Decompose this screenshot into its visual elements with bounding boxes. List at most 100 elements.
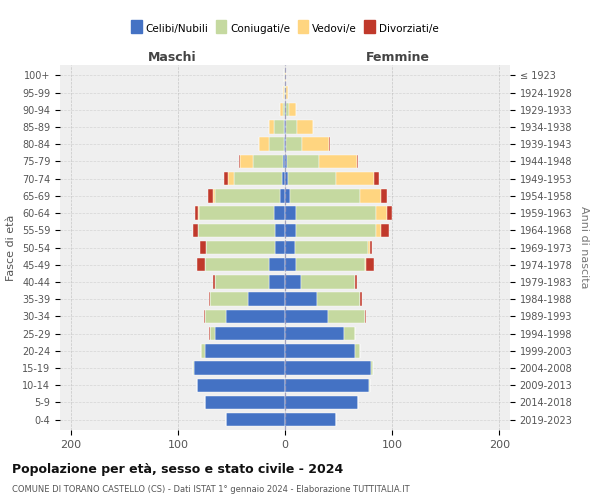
Bar: [205, 396, 285, 409]
Bar: [284, 68, 285, 82]
Bar: [213, 189, 215, 202]
Bar: [198, 206, 199, 220]
Bar: [286, 86, 288, 100]
Bar: [215, 275, 269, 288]
Bar: [337, 172, 374, 186]
Text: Femmine: Femmine: [365, 51, 430, 64]
Bar: [289, 103, 296, 117]
Bar: [284, 86, 285, 100]
Bar: [360, 292, 362, 306]
Bar: [282, 172, 285, 186]
Bar: [355, 275, 357, 288]
Bar: [226, 413, 285, 426]
Text: Maschi: Maschi: [148, 51, 197, 64]
Bar: [224, 172, 228, 186]
Bar: [210, 292, 248, 306]
Bar: [209, 292, 210, 306]
Bar: [194, 362, 285, 374]
Bar: [301, 275, 355, 288]
Bar: [365, 258, 367, 272]
Bar: [202, 344, 205, 358]
Bar: [285, 120, 286, 134]
Bar: [233, 172, 282, 186]
Bar: [296, 258, 365, 272]
Bar: [387, 206, 392, 220]
Bar: [283, 86, 284, 100]
Bar: [228, 172, 233, 186]
Bar: [285, 275, 301, 288]
Bar: [367, 258, 374, 272]
Bar: [240, 154, 253, 168]
Bar: [269, 138, 284, 151]
Bar: [317, 292, 360, 306]
Bar: [274, 120, 284, 134]
Bar: [376, 206, 387, 220]
Bar: [296, 224, 376, 237]
Bar: [285, 68, 286, 82]
Bar: [209, 327, 210, 340]
Bar: [287, 154, 319, 168]
Bar: [355, 344, 360, 358]
Bar: [290, 189, 360, 202]
Bar: [285, 138, 286, 151]
Bar: [269, 258, 285, 272]
Bar: [302, 138, 329, 151]
Bar: [370, 241, 372, 254]
Bar: [285, 154, 287, 168]
Y-axis label: Fasce di età: Fasce di età: [7, 214, 16, 280]
Bar: [285, 396, 358, 409]
Bar: [319, 154, 357, 168]
Bar: [215, 327, 285, 340]
Bar: [195, 206, 198, 220]
Bar: [280, 103, 283, 117]
Bar: [205, 310, 226, 323]
Bar: [284, 138, 285, 151]
Bar: [382, 189, 387, 202]
Bar: [285, 224, 296, 237]
Bar: [259, 138, 269, 151]
Bar: [275, 224, 285, 237]
Text: COMUNE DI TORANO CASTELLO (CS) - Dati ISTAT 1° gennaio 2024 - Elaborazione TUTTI: COMUNE DI TORANO CASTELLO (CS) - Dati IS…: [12, 485, 410, 494]
Bar: [197, 258, 205, 272]
Bar: [344, 327, 355, 340]
Bar: [365, 310, 367, 323]
Bar: [374, 172, 379, 186]
Bar: [286, 138, 302, 151]
Bar: [368, 378, 370, 392]
Bar: [286, 120, 297, 134]
Bar: [280, 189, 285, 202]
Bar: [269, 120, 274, 134]
Bar: [213, 275, 215, 288]
Bar: [199, 206, 274, 220]
Bar: [275, 241, 285, 254]
Bar: [206, 241, 275, 254]
Bar: [371, 362, 373, 374]
Bar: [367, 241, 370, 254]
Bar: [193, 362, 194, 374]
Bar: [285, 258, 296, 272]
Bar: [329, 138, 330, 151]
Bar: [274, 206, 285, 220]
Bar: [208, 189, 213, 202]
Bar: [283, 154, 285, 168]
Bar: [328, 310, 365, 323]
Bar: [286, 103, 289, 117]
Bar: [205, 344, 285, 358]
Bar: [215, 189, 280, 202]
Bar: [200, 241, 206, 254]
Legend: Celibi/Nubili, Coniugati/e, Vedovi/e, Divorziati/e: Celibi/Nubili, Coniugati/e, Vedovi/e, Di…: [127, 19, 443, 38]
Bar: [198, 224, 275, 237]
Bar: [239, 154, 240, 168]
Bar: [285, 362, 371, 374]
Bar: [297, 120, 313, 134]
Bar: [285, 413, 337, 426]
Bar: [357, 154, 358, 168]
Bar: [285, 378, 368, 392]
Bar: [285, 172, 288, 186]
Text: Popolazione per età, sesso e stato civile - 2024: Popolazione per età, sesso e stato civil…: [12, 462, 343, 475]
Bar: [285, 103, 286, 117]
Bar: [248, 292, 285, 306]
Bar: [288, 172, 337, 186]
Bar: [285, 310, 328, 323]
Bar: [382, 224, 389, 237]
